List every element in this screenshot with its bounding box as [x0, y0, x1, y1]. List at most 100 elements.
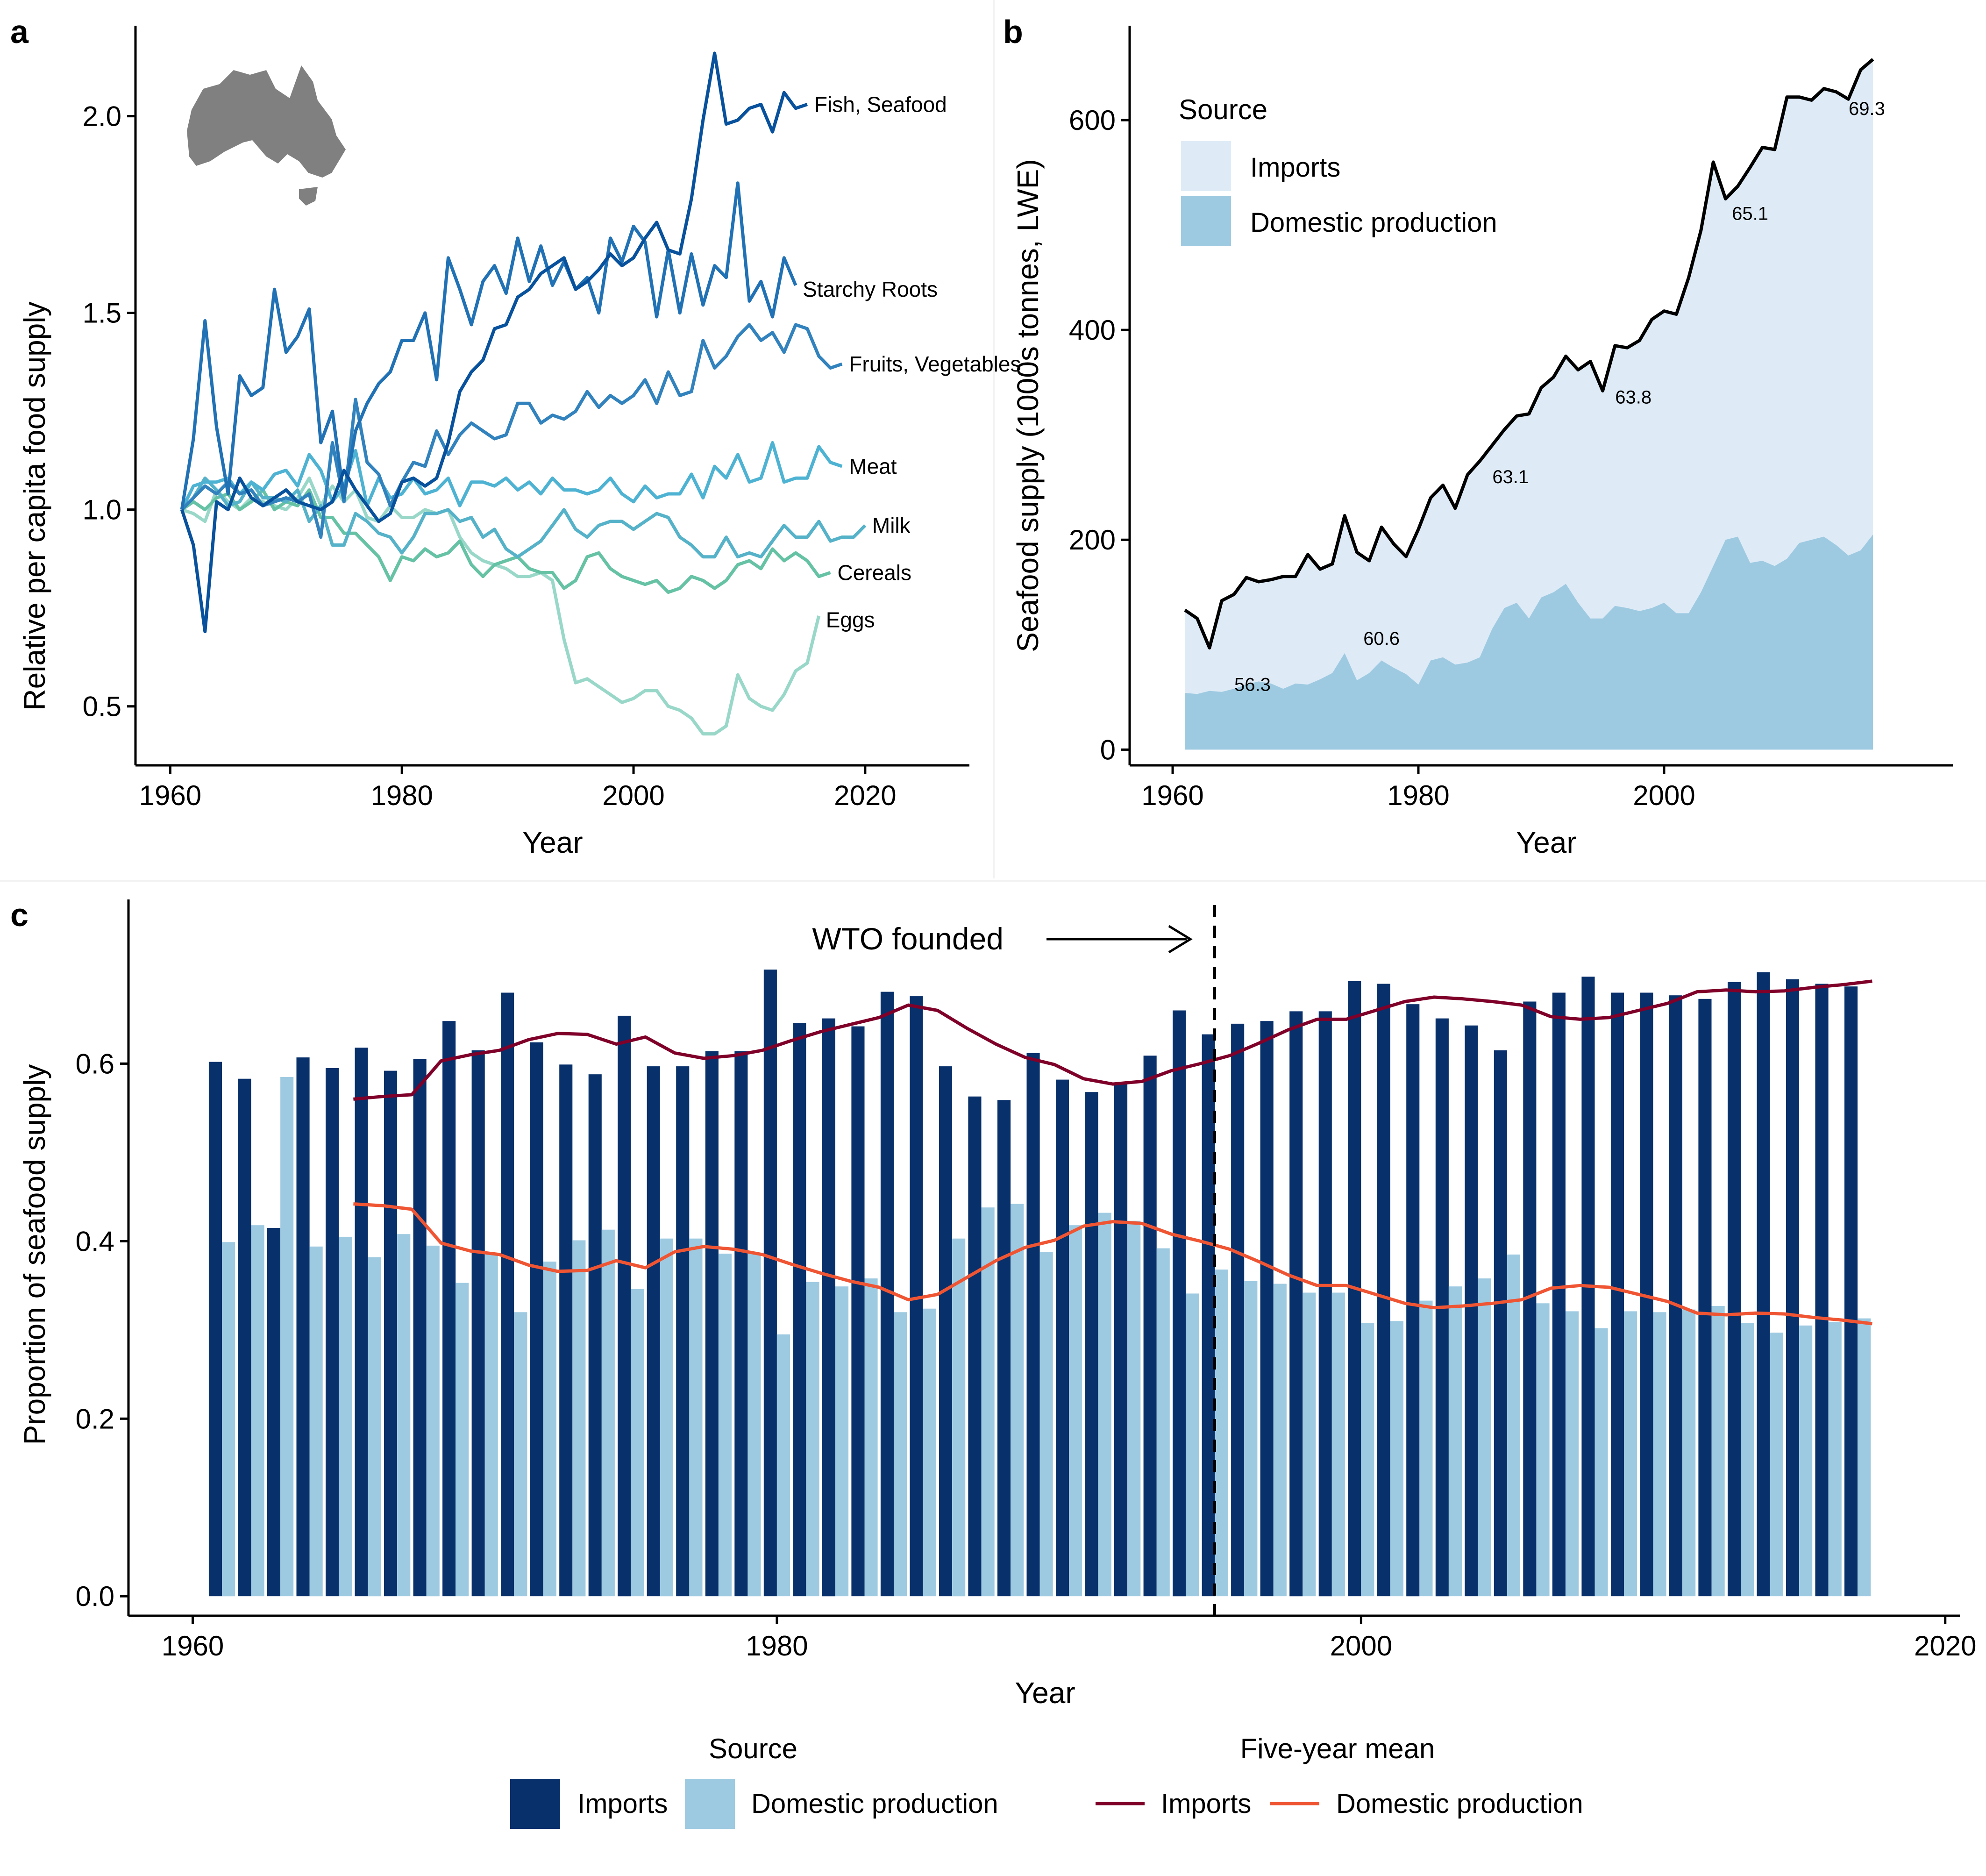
- imports-bar: [1026, 1053, 1040, 1597]
- domestic-production-bar: [952, 1238, 966, 1597]
- domestic-production-bar: [1653, 1312, 1666, 1597]
- domestic-share-annotation: 65.1: [1732, 203, 1768, 224]
- imports-bar: [763, 970, 777, 1597]
- imports-bar: [1698, 999, 1712, 1597]
- domestic-production-bar: [1244, 1281, 1258, 1597]
- imports-bar: [471, 1050, 485, 1597]
- domestic-production-bar: [1215, 1270, 1228, 1597]
- imports-bar: [1786, 979, 1800, 1597]
- wto-annotation: WTO founded: [812, 921, 1193, 956]
- domestic-production-bar: [1273, 1284, 1287, 1597]
- imports-bar: [530, 1042, 543, 1597]
- imports-bar: [413, 1059, 427, 1597]
- panel-c-y-tick-label: 0.2: [76, 1403, 114, 1434]
- domestic-production-bar: [1536, 1303, 1550, 1597]
- series-line-starchy-roots: [180, 181, 797, 510]
- imports-bar: [851, 1026, 865, 1597]
- domestic-share-annotation: 60.6: [1363, 628, 1400, 649]
- imports-bar: [1406, 1004, 1420, 1597]
- series-line-fruits-vegetables: [180, 323, 843, 539]
- imports-bar: [326, 1068, 339, 1597]
- panel-c-x-tick-label: 2000: [1330, 1630, 1392, 1662]
- domestic-production-bar: [923, 1308, 936, 1597]
- panel-a-x-tick-label: 1980: [370, 780, 433, 811]
- panel-c-x-tick-label: 1960: [162, 1630, 224, 1662]
- imports-bar: [1815, 984, 1829, 1597]
- panel-a-y-tick-label: 1.0: [83, 494, 121, 526]
- series-label-fruits-vegetables: Fruits, Vegetables: [849, 352, 1021, 376]
- panel-c-y-tick-label: 0.4: [76, 1226, 114, 1257]
- domestic-production-bar: [1098, 1213, 1111, 1597]
- tasmania-shape: [299, 187, 318, 206]
- wto-label: WTO founded: [812, 921, 1004, 956]
- panel-b-legend: Source Imports Domestic production: [1179, 94, 1497, 246]
- domestic-production-bar: [1127, 1220, 1141, 1597]
- panel-b-axes: Seafood supply (1000s tonnes, LWE) Year …: [1011, 26, 1953, 859]
- panel-a-x-tick-label: 2000: [602, 780, 664, 811]
- panel-b-x-tick-label: 1960: [1141, 780, 1203, 811]
- domestic-production-bar: [835, 1286, 849, 1597]
- domestic-production-bar: [1594, 1328, 1608, 1597]
- panel-b-y-tick-label: 200: [1069, 524, 1116, 556]
- panel-b-y-tick-label: 0: [1100, 734, 1116, 765]
- panel-c-x-tick-label: 2020: [1914, 1630, 1976, 1662]
- series-line-eggs: [181, 476, 821, 736]
- domestic-production-bar: [1828, 1322, 1842, 1597]
- series-line-milk: [180, 476, 867, 559]
- domestic-production-bar: [1303, 1292, 1316, 1597]
- domestic-production-bar: [368, 1257, 381, 1597]
- panel-b: b 56.3 60.6 63.1 63.8 65.1 69.3 Seafood suppl…: [1003, 14, 1953, 859]
- domestic-production-bar: [222, 1242, 235, 1597]
- domestic-production-bar: [1682, 1309, 1696, 1597]
- domestic-production-bar: [1069, 1225, 1082, 1597]
- legend-swatch-domestic-production: [1181, 196, 1231, 246]
- panel-a-x-axis-title: Year: [522, 826, 583, 859]
- imports-bar: [1552, 992, 1566, 1597]
- domestic-five-year-mean-line: [353, 1202, 1872, 1326]
- panel-c-x-tick-label: 1980: [746, 1630, 808, 1662]
- series-label-starchy-roots: Starchy Roots: [803, 277, 938, 301]
- imports-bar: [238, 1078, 251, 1597]
- domestic-production-bar: [1419, 1300, 1433, 1597]
- panel-a-x-tick-label: 1960: [139, 780, 201, 811]
- imports-bar: [705, 1051, 719, 1597]
- series-label-eggs: Eggs: [826, 607, 875, 632]
- imports-bar: [997, 1100, 1011, 1597]
- panel-a-y-tick-label: 0.5: [83, 691, 121, 722]
- imports-bar: [822, 1018, 835, 1597]
- imports-bar: [559, 1064, 573, 1597]
- panel-b-y-axis-title: Seafood supply (1000s tonnes, LWE): [1011, 159, 1045, 652]
- imports-bar: [1465, 1025, 1478, 1597]
- domestic-production-bar: [484, 1254, 498, 1597]
- imports-bar: [1143, 1056, 1157, 1597]
- legend-swatch-imports: [1181, 141, 1231, 191]
- panel-a-y-tick-label: 2.0: [83, 101, 121, 132]
- domestic-production-bar: [309, 1246, 323, 1597]
- imports-bar: [1494, 1050, 1507, 1597]
- domestic-production-bar: [1799, 1325, 1813, 1597]
- domestic-production-bar: [1507, 1254, 1520, 1597]
- domestic-production-bar: [280, 1077, 294, 1597]
- domestic-production-bar: [1566, 1311, 1579, 1597]
- imports-bar: [1173, 1010, 1186, 1597]
- imports-bar: [384, 1070, 398, 1597]
- domestic-production-bar: [456, 1283, 469, 1597]
- imports-bar: [1231, 1023, 1245, 1597]
- panel-c: c Proportion of seafood supply Year 0.0 0…: [10, 897, 1976, 1829]
- panel-c-axes: Proportion of seafood supply Year 0.0 0.2…: [18, 899, 1976, 1710]
- panel-b-letter: b: [1003, 14, 1023, 50]
- imports-bar: [1260, 1021, 1274, 1597]
- legend-label-imports: Imports: [1250, 152, 1340, 183]
- domestic-production-bar: [514, 1312, 527, 1597]
- imports-bar: [676, 1066, 690, 1597]
- panel-b-x-tick-label: 2000: [1633, 780, 1695, 811]
- imports-bar: [1318, 1011, 1332, 1597]
- imports-bar: [793, 1023, 806, 1597]
- domestic-production-bar: [1186, 1293, 1199, 1597]
- imports-bar: [588, 1074, 602, 1597]
- panel-c-y-axis-title: Proportion of seafood supply: [18, 1064, 51, 1445]
- imports-bar: [618, 1015, 631, 1597]
- panel-b-y-tick-label: 600: [1069, 105, 1116, 136]
- domestic-production-bar: [426, 1245, 440, 1597]
